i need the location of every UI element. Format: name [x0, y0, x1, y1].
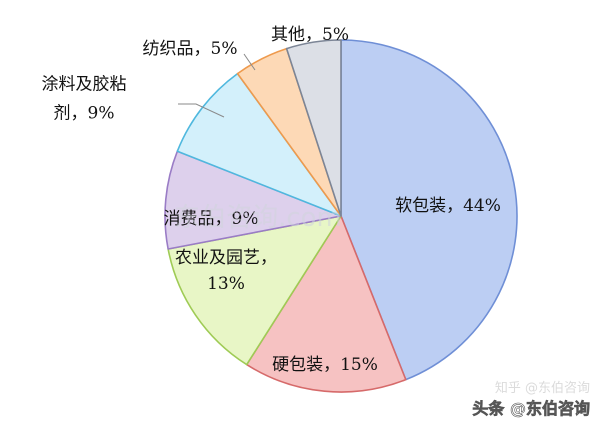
slice-label-line: 涂料及胶粘: [42, 75, 127, 95]
slice-label-line: 其他，5%: [271, 25, 349, 45]
slice-label-line: 农业及园艺，: [175, 248, 277, 268]
slice-label-3: 农业及园艺， 13%: [175, 248, 277, 294]
watermark-bottom: 头条 @东伯咨询: [472, 399, 590, 418]
slice-label-line: 剂，9%: [54, 104, 115, 124]
slice-label-line: 13%: [207, 274, 245, 294]
pie-slice-4: [164, 150, 342, 250]
watermark-center: 东伯咨询.com: [174, 203, 342, 233]
pie-slice-7: [285, 39, 342, 217]
slice-label-4: 消费品，9%: [164, 209, 259, 229]
slice-label-line: 纺织品，5%: [143, 39, 238, 59]
slice-label-line: 硬包装，15%: [272, 355, 378, 375]
leader-lines: [178, 53, 256, 118]
slice-label-2: 硬包装，15%: [272, 355, 378, 375]
leader-line-6: [243, 53, 256, 71]
slice-label-6: 纺织品，5%: [143, 39, 238, 59]
slice-label-7: 其他，5%: [271, 25, 349, 45]
leader-line-5: [178, 103, 225, 118]
pie-slice-1: [340, 39, 518, 381]
pie-slices: [164, 39, 518, 393]
slice-label-1: 软包装，44%: [395, 196, 501, 216]
slice-label-line: 消费品，9%: [164, 209, 259, 229]
slice-labels: 软包装，44% 硬包装，15% 农业及园艺， 13% 消费品，9% 涂料及胶粘剂，9% 纺织…: [42, 25, 501, 375]
pie-slice-3: [167, 215, 342, 366]
slice-label-line: 软包装，44%: [395, 196, 501, 216]
pie-slice-5: [176, 72, 342, 217]
slice-label-5: 涂料及胶粘剂，9%: [42, 75, 127, 124]
watermark-bottom-faint: 知乎 @东伯咨询: [495, 380, 590, 396]
pie-slice-2: [245, 215, 407, 393]
